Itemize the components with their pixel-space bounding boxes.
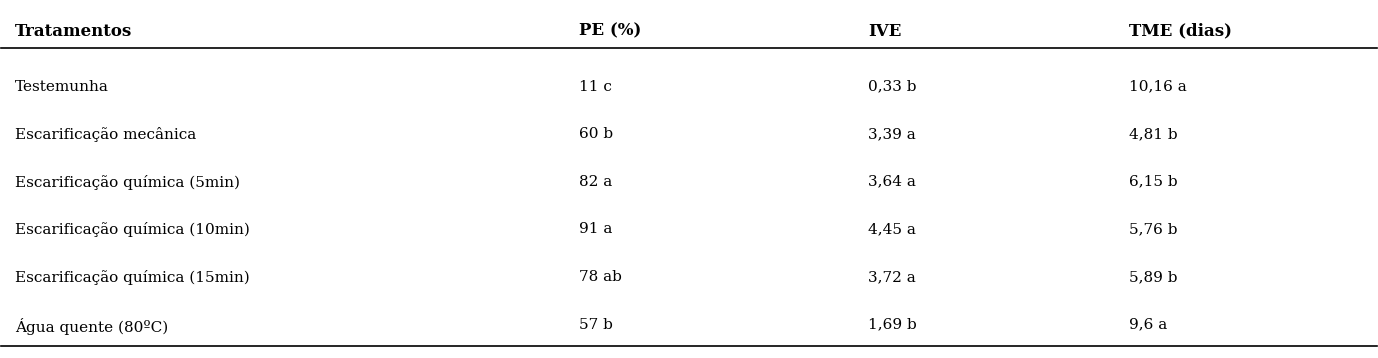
- Text: 3,64 a: 3,64 a: [868, 175, 915, 189]
- Text: Testemunha: Testemunha: [15, 79, 109, 93]
- Text: 82 a: 82 a: [579, 175, 612, 189]
- Text: 1,69 b: 1,69 b: [868, 318, 916, 332]
- Text: 11 c: 11 c: [579, 79, 612, 93]
- Text: 10,16 a: 10,16 a: [1129, 79, 1186, 93]
- Text: 57 b: 57 b: [579, 318, 613, 332]
- Text: Tratamentos: Tratamentos: [15, 23, 132, 40]
- Text: 6,15 b: 6,15 b: [1129, 175, 1178, 189]
- Text: 5,89 b: 5,89 b: [1129, 270, 1178, 284]
- Text: 3,39 a: 3,39 a: [868, 127, 915, 141]
- Text: 91 a: 91 a: [579, 222, 612, 236]
- Text: 60 b: 60 b: [579, 127, 613, 141]
- Text: 0,33 b: 0,33 b: [868, 79, 916, 93]
- Text: TME (dias): TME (dias): [1129, 23, 1232, 40]
- Text: 3,72 a: 3,72 a: [868, 270, 915, 284]
- Text: Escarificação mecânica: Escarificação mecânica: [15, 127, 197, 142]
- Text: 5,76 b: 5,76 b: [1129, 222, 1178, 236]
- Text: PE (%): PE (%): [579, 23, 641, 40]
- Text: 9,6 a: 9,6 a: [1129, 318, 1167, 332]
- Text: Escarificação química (15min): Escarificação química (15min): [15, 270, 249, 285]
- Text: 4,45 a: 4,45 a: [868, 222, 915, 236]
- Text: 4,81 b: 4,81 b: [1129, 127, 1178, 141]
- Text: 78 ab: 78 ab: [579, 270, 621, 284]
- Text: Escarificação química (5min): Escarificação química (5min): [15, 175, 240, 190]
- Text: Escarificação química (10min): Escarificação química (10min): [15, 222, 249, 237]
- Text: Água quente (80ºC): Água quente (80ºC): [15, 318, 168, 334]
- Text: IVE: IVE: [868, 23, 901, 40]
